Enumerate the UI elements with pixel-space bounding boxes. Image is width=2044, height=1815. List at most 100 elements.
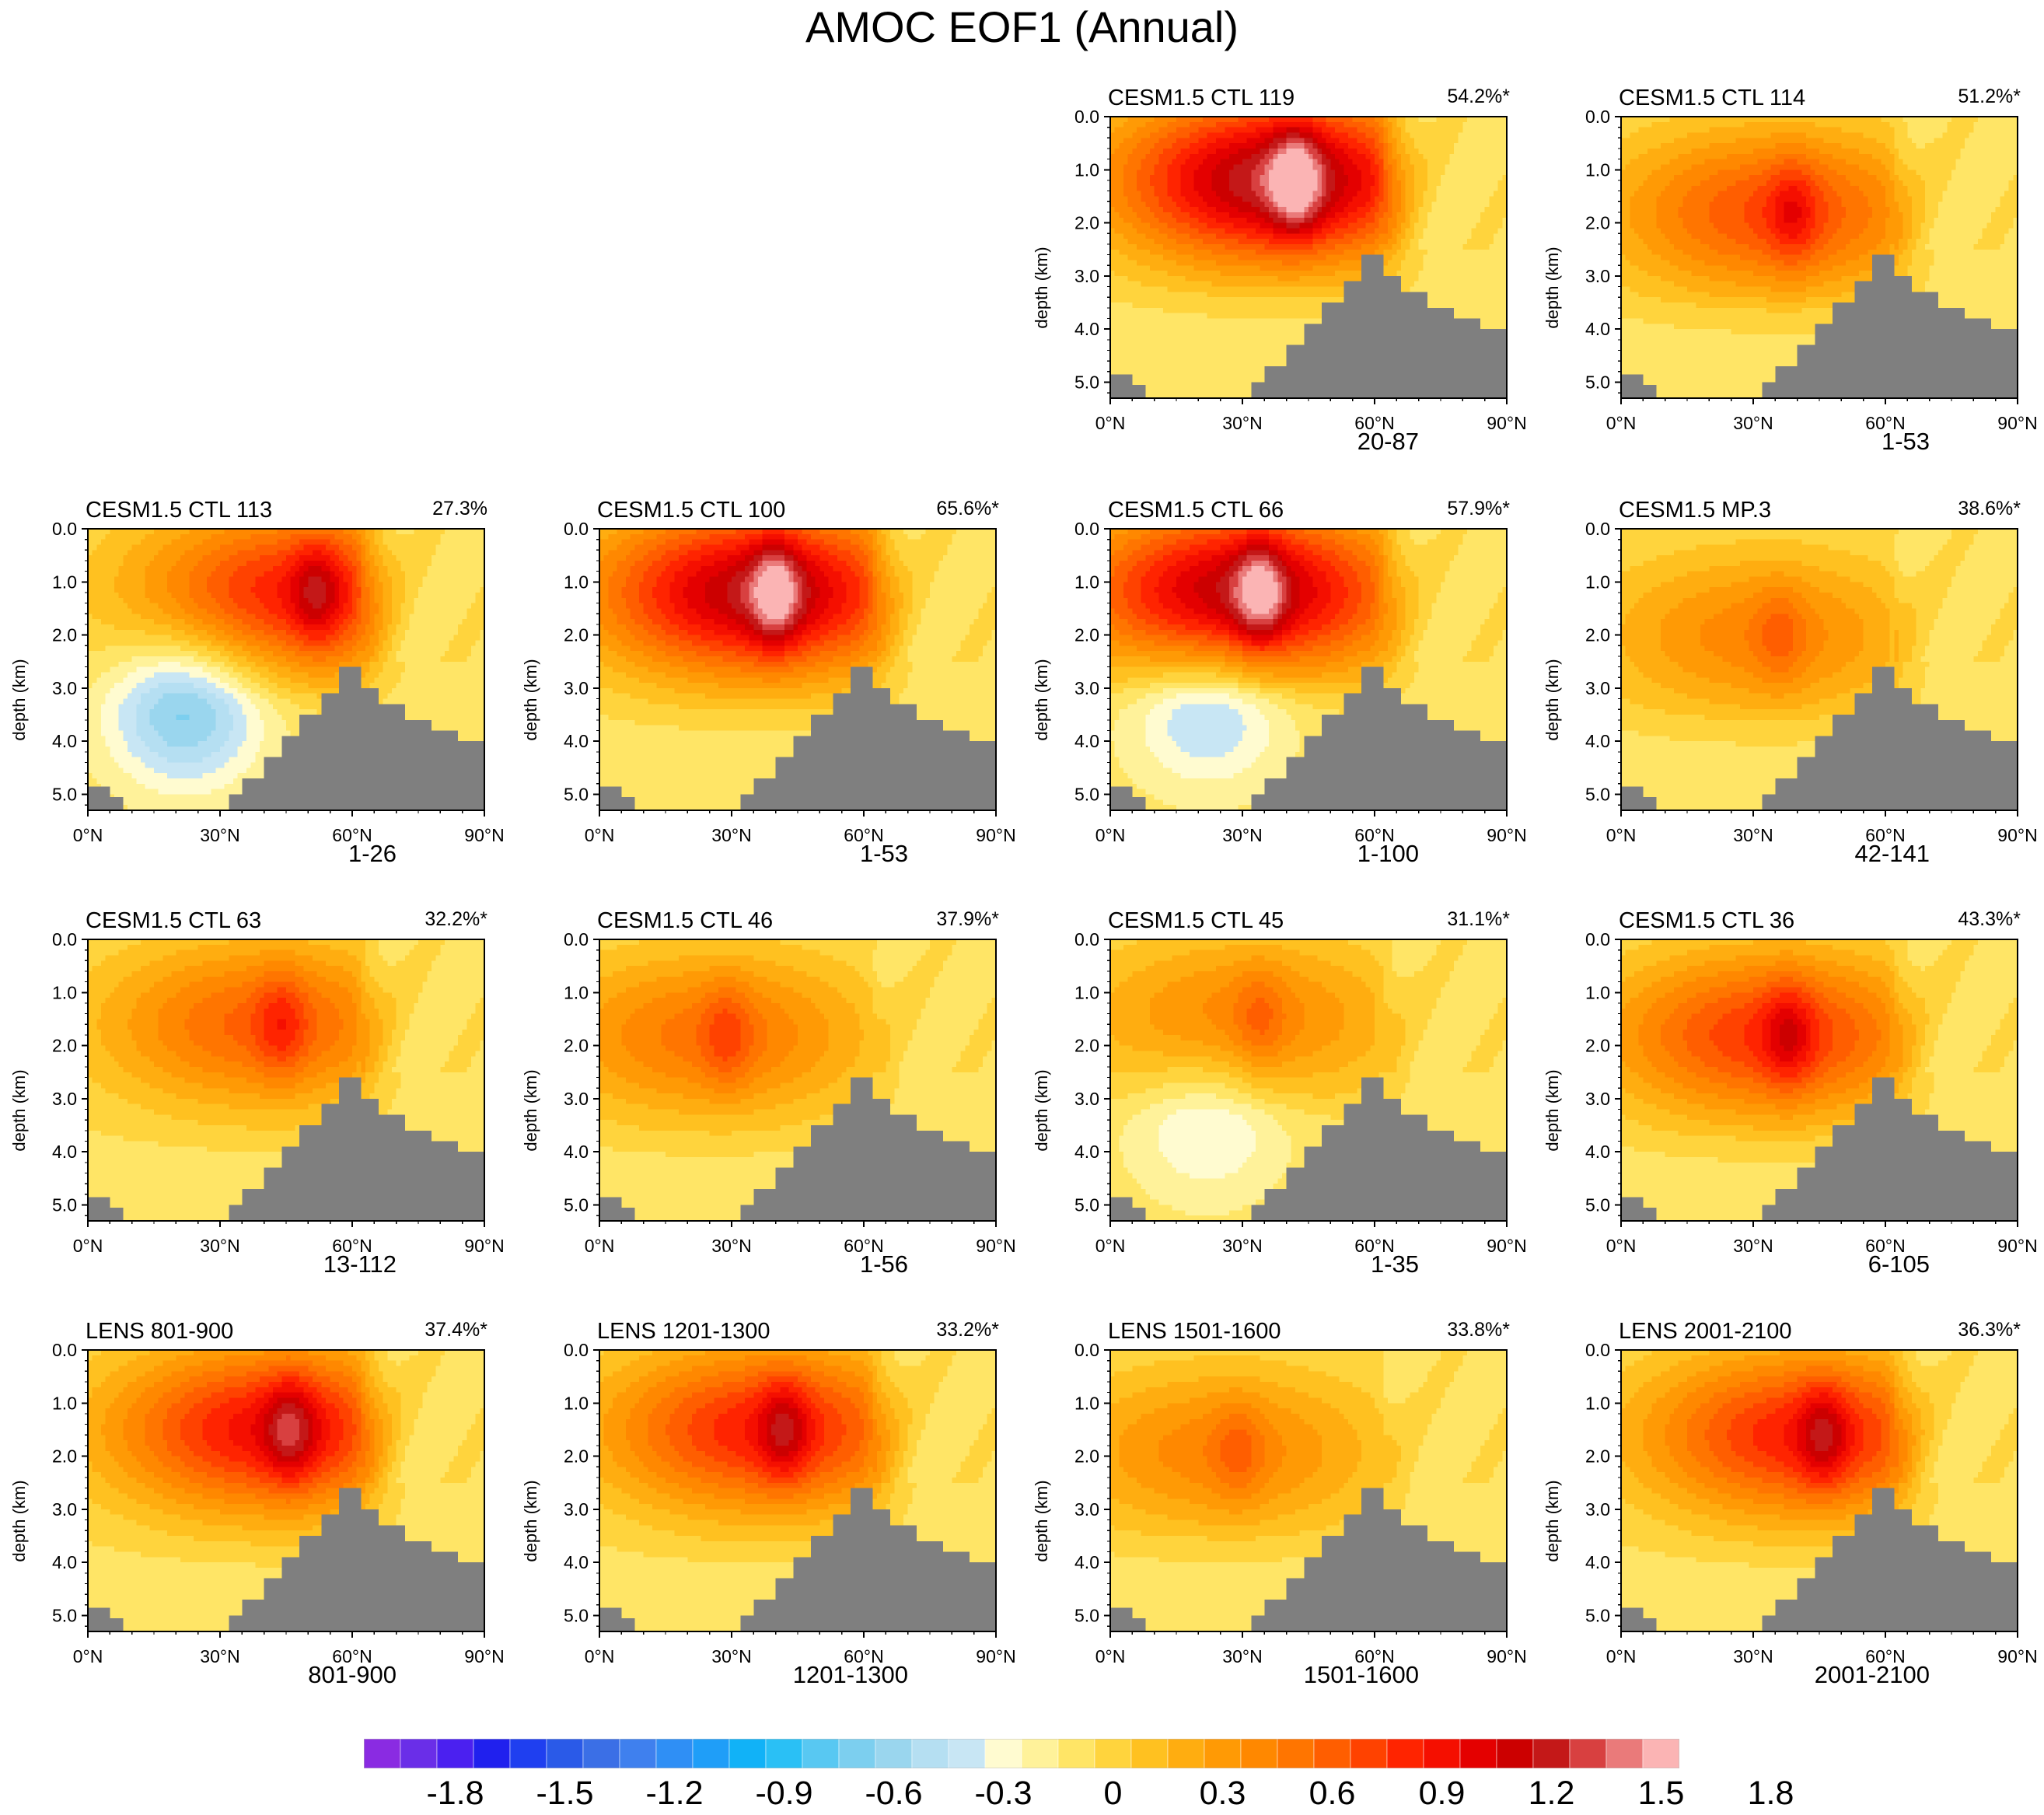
field-cell xyxy=(1154,212,1159,219)
field-cell xyxy=(1665,366,1670,372)
field-cell xyxy=(1471,239,1476,245)
field-cell xyxy=(1687,127,1693,134)
field-cell xyxy=(1150,201,1155,208)
field-cell xyxy=(1282,318,1288,324)
field-cell xyxy=(1220,239,1225,245)
field-cell xyxy=(1260,318,1265,324)
field-cell xyxy=(1291,148,1296,155)
field-cell xyxy=(1651,376,1657,383)
field-cell xyxy=(1119,153,1124,160)
field-cell xyxy=(1304,243,1309,250)
field-cell xyxy=(1150,121,1155,128)
field-cell xyxy=(1163,281,1169,288)
field-cell xyxy=(1669,355,1675,362)
field-cell xyxy=(1163,249,1169,256)
field-cell xyxy=(1497,148,1503,155)
field-cell xyxy=(1471,297,1476,303)
field-cell xyxy=(1502,286,1508,292)
field-cell xyxy=(1141,376,1146,383)
field-cell xyxy=(1691,361,1696,367)
field-cell xyxy=(1282,307,1288,314)
field-cell xyxy=(1295,207,1301,213)
field-cell xyxy=(1691,153,1696,160)
field-cell xyxy=(1638,281,1644,288)
field-cell xyxy=(1167,127,1172,134)
field-cell xyxy=(1291,265,1296,271)
field-cell xyxy=(1638,164,1644,170)
field-cell xyxy=(1260,313,1265,320)
field-cell xyxy=(1326,185,1331,192)
field-cell xyxy=(1172,292,1177,298)
field-cell xyxy=(1154,143,1159,149)
field-cell xyxy=(1167,260,1172,266)
field-cell xyxy=(1370,164,1375,170)
field-cell xyxy=(1651,132,1657,138)
field-cell xyxy=(1176,302,1182,309)
field-cell xyxy=(1375,233,1380,240)
field-cell xyxy=(1114,361,1120,367)
field-cell xyxy=(1167,196,1172,202)
field-cell xyxy=(1392,254,1397,261)
field-cell xyxy=(1621,265,1626,271)
field-cell xyxy=(1674,344,1679,351)
field-cell xyxy=(1304,148,1309,155)
field-cell xyxy=(1163,121,1169,128)
field-cell xyxy=(1299,159,1305,166)
field-cell xyxy=(1494,318,1499,324)
field-cell xyxy=(1427,217,1433,224)
field-cell xyxy=(1291,117,1296,123)
field-cell xyxy=(1709,117,1714,123)
field-cell xyxy=(1123,334,1129,341)
field-cell xyxy=(1198,350,1204,356)
field-cell xyxy=(1665,175,1670,181)
field-cell xyxy=(1193,164,1199,170)
field-cell xyxy=(1361,212,1367,219)
field-cell xyxy=(1141,228,1146,234)
field-cell xyxy=(1163,393,1169,399)
field-cell xyxy=(1643,329,1648,335)
field-cell xyxy=(1494,143,1499,149)
field-cell xyxy=(1700,329,1706,335)
field-cell xyxy=(1233,382,1239,388)
field-cell xyxy=(1282,217,1288,224)
field-cell xyxy=(1154,196,1159,202)
field-cell xyxy=(1132,175,1137,181)
field-cell xyxy=(1665,207,1670,213)
field-cell xyxy=(1326,121,1331,128)
field-cell xyxy=(1348,233,1354,240)
field-cell xyxy=(1669,180,1675,187)
field-cell xyxy=(1709,281,1714,288)
field-cell xyxy=(1661,201,1666,208)
field-cell xyxy=(1634,260,1640,266)
field-cell xyxy=(1110,307,1116,314)
field-cell xyxy=(1291,339,1296,346)
field-cell xyxy=(1497,249,1503,256)
field-cell xyxy=(1502,217,1508,224)
field-cell xyxy=(1277,323,1283,330)
field-cell xyxy=(1299,334,1305,341)
field-cell xyxy=(1700,313,1706,320)
field-cell xyxy=(1696,393,1701,399)
field-cell xyxy=(1176,329,1182,335)
field-cell xyxy=(1114,286,1120,292)
field-cell xyxy=(1273,292,1278,298)
field-cell xyxy=(1700,350,1706,356)
field-cell xyxy=(1709,350,1714,356)
field-cell xyxy=(1471,222,1476,229)
field-cell xyxy=(1427,196,1433,202)
field-cell xyxy=(1441,138,1446,144)
field-cell xyxy=(1471,138,1476,144)
field-cell xyxy=(1348,180,1354,187)
field-cell xyxy=(1198,318,1204,324)
field-cell xyxy=(1180,170,1186,176)
field-cell xyxy=(1467,307,1473,314)
field-cell xyxy=(1277,233,1283,240)
field-cell xyxy=(1343,249,1349,256)
field-cell xyxy=(1414,196,1420,202)
field-cell xyxy=(1269,302,1274,309)
field-cell xyxy=(1691,281,1696,288)
field-cell xyxy=(1304,143,1309,149)
field-cell xyxy=(1691,371,1696,378)
field-cell xyxy=(1172,233,1177,240)
field-cell xyxy=(1251,260,1256,266)
